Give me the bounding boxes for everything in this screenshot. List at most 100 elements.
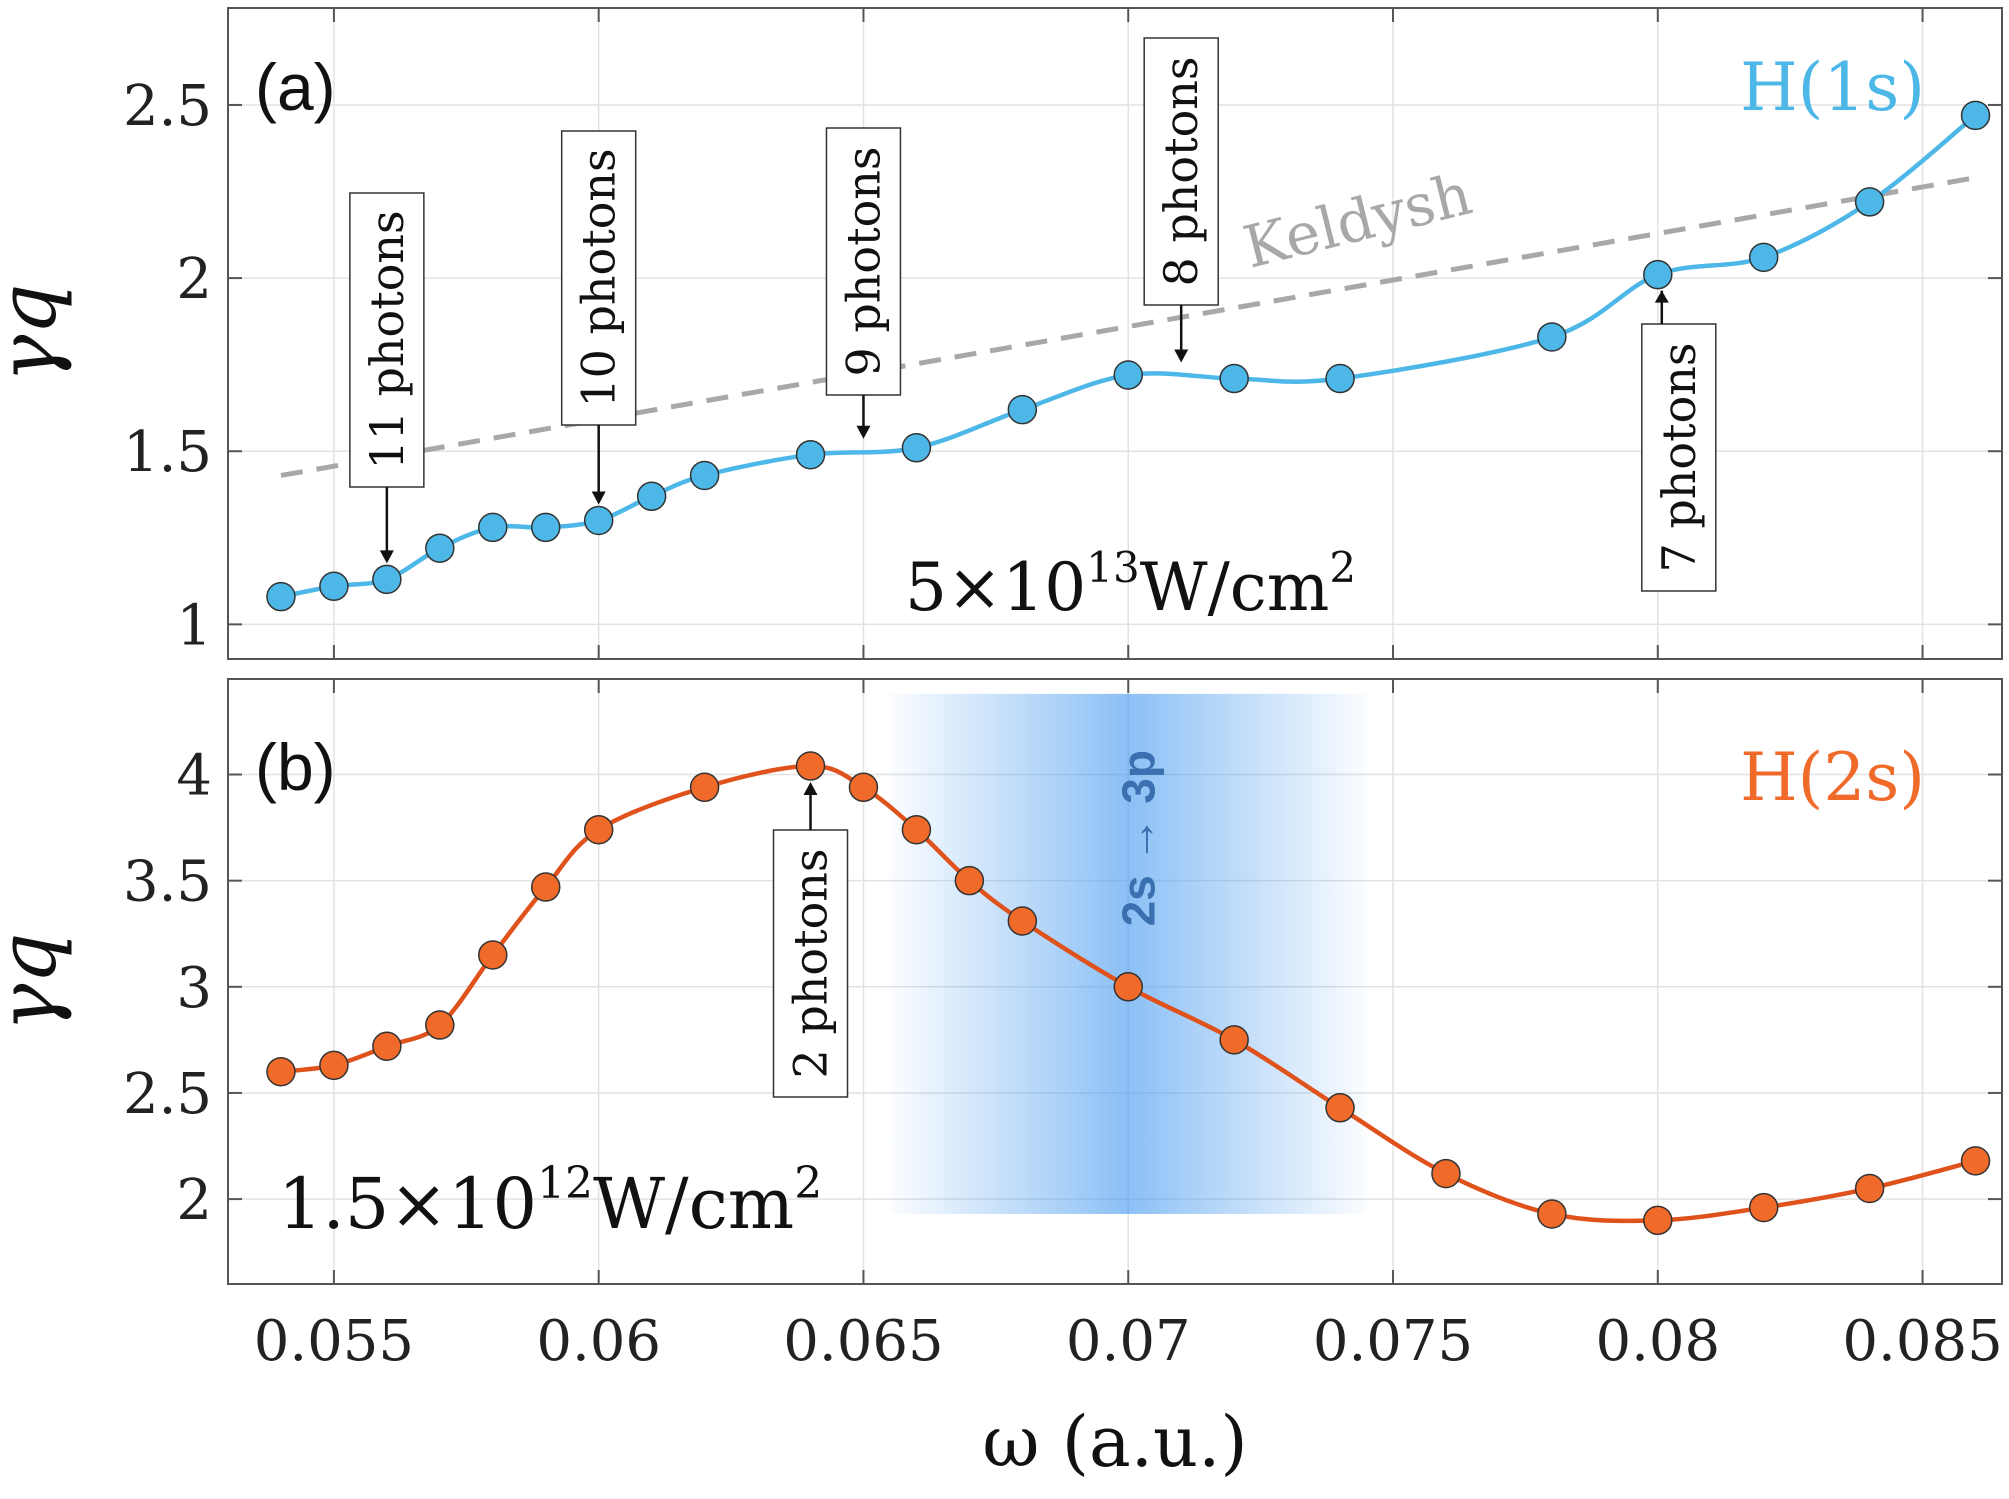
panel-a-intensity-exponent: 13 [1086,543,1139,592]
x-tick-label: 0.075 [1313,1309,1473,1374]
annotation-label: 2 photons [784,848,838,1078]
data-point [1113,972,1143,1002]
data-point [1007,906,1038,936]
x-tick-label: 0.08 [1595,1309,1720,1374]
panel-a: 11 photons 10 photons 9 photons 8 photons 7 … [0,7,2003,660]
annotation-label: 8 photons [1154,56,1208,286]
photon-annotation: 11 photons [349,192,425,564]
panel-b-ticks [228,679,2002,1284]
data-point [901,814,932,845]
panel-b-series-layer [266,751,1991,1236]
x-tick-labels: 0.055 0.06 0.065 0.07 0.075 0.08 0.085 [254,1309,2003,1374]
y-tick-label: 2 [176,247,212,312]
data-point [1748,242,1779,273]
data-point [795,751,826,781]
data-point [1113,360,1143,390]
data-point [1854,1173,1885,1204]
data-point [1960,1146,1991,1176]
data-point [848,772,879,803]
annotation-box [1641,323,1717,592]
panel-b-label: (b) [255,730,336,804]
panel-a-series-layer [266,100,1991,612]
annotation-arrowhead [1654,290,1669,303]
panel-b-ylabel: γq [0,932,74,1031]
data-point [1537,322,1567,352]
annotation-box [349,192,425,488]
annotation-arrowhead [856,425,871,439]
panel-b-intensity-exponent: 12 [537,1158,593,1209]
data-point [1537,1199,1567,1229]
data-point [1219,1025,1249,1055]
panel-a-yticklabels: 1 1.5 2 2.5 [123,74,212,658]
panel-b: 2 photons 22.533.54 0.055 0.06 0.065 0.07 0.… [0,678,2003,1483]
data-point [1748,1192,1779,1223]
panel-a-intensity-unit: W/cm [1140,549,1330,626]
data-point [530,872,561,902]
panel-a-species-label: H(1s) [1740,49,1925,126]
data-point [795,439,826,470]
panel-a-intensity: 5×1013W/cm2 [905,543,1356,626]
annotation-arrowhead [803,782,818,796]
y-tick-label: 2.5 [123,74,212,139]
annotation-label: 7 photons [1652,342,1706,572]
panel-b-intensity-mantissa: 1.5×10 [278,1163,537,1245]
y-tick-label: 2.5 [123,1062,212,1127]
panel-a-frame [227,7,2003,660]
data-point [425,1010,455,1040]
panel-a-label: (a) [255,50,336,124]
data-point [1007,394,1038,425]
annotation-arrowhead [591,491,606,505]
panel-b-grid [228,679,2002,1284]
data-point [372,1031,402,1061]
panel-b-frame [227,678,2003,1285]
data-point [478,940,508,970]
x-tick-label: 0.07 [1066,1309,1191,1374]
data-point [1643,1205,1673,1236]
x-tick-label: 0.055 [254,1309,414,1374]
x-tick-label: 0.085 [1842,1309,2002,1374]
annotation-label: 11 photons [360,210,414,469]
data-point [266,581,296,612]
y-tick-label: 3 [176,956,212,1021]
data-point [1219,363,1249,394]
data-point [1643,259,1673,290]
y-tick-label: 1 [176,593,212,658]
data-point [901,433,932,463]
data-point [319,571,349,602]
data-point [1854,187,1885,217]
panel-a-intensity-mantissa: 5×10 [905,549,1086,626]
y-tick-label: 1.5 [123,420,212,485]
data-point [425,533,455,563]
panel-b-annotations: 2 photons [772,782,849,1098]
data-point [319,1050,349,1081]
panel-b-intensity: 1.5×1012W/cm2 [278,1158,822,1245]
data-point [530,512,561,543]
annotation-label: 10 photons [572,148,626,407]
data-point [478,512,508,543]
panel-a-ticks [228,8,2002,659]
photon-annotation: 8 photons [1143,37,1219,363]
highlight-band [889,693,1367,1214]
data-point [636,481,667,511]
data-point [689,772,720,803]
annotation-box [1143,37,1219,306]
y-tick-label: 4 [176,744,212,809]
photon-annotation: 2 photons [772,782,849,1098]
data-point [266,1056,296,1087]
annotation-box [825,127,902,396]
data-point [1325,1093,1355,1123]
annotation-label: 9 photons [836,146,890,376]
data-point [1960,100,1991,131]
annotation-box [560,130,637,426]
panel-a-annotations: 11 photons 10 photons 9 photons 8 photons 7 … [349,37,1717,592]
data-point [372,564,402,595]
panel-b-species-label: H(2s) [1740,739,1925,816]
photon-annotation: 10 photons [560,130,637,505]
photon-annotation: 7 photons [1641,290,1717,592]
photon-annotation: 9 photons [825,127,902,439]
annotation-box [772,829,849,1098]
panel-b-intensity-unit-exp: 2 [794,1158,822,1209]
annotation-arrowhead [1174,349,1189,363]
x-tick-label: 0.06 [536,1309,661,1374]
